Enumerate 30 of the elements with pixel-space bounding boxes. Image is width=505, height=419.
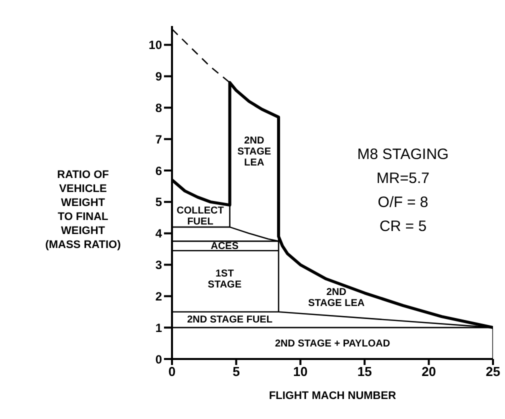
- annotation: 1ST STAGE: [208, 268, 242, 290]
- annotation: ACES: [210, 240, 239, 252]
- y-tick-label: 2: [155, 289, 162, 304]
- annotation: 2ND STAGE FUEL: [187, 314, 272, 326]
- y-tick-label: 3: [155, 258, 162, 272]
- x-tick-label: 20: [422, 364, 436, 380]
- annotation: COLLECT FUEL: [176, 205, 224, 228]
- y-tick-label: 6: [155, 164, 162, 178]
- annotation: CR = 5: [378, 217, 428, 237]
- y-tick-label: 5: [155, 195, 162, 210]
- annotation: O/F = 8: [376, 193, 430, 213]
- y-tick-label: 1: [155, 320, 162, 335]
- x-tick-label: 25: [486, 364, 500, 380]
- y-tick-label: 0: [155, 352, 162, 366]
- annotation: 2ND STAGE LEA: [308, 286, 365, 309]
- y-tick-label: 10: [148, 38, 162, 52]
- y-tick-label: 8: [155, 100, 162, 115]
- y-tick-label: 7: [155, 132, 162, 146]
- annotation: M8 STAGING: [356, 145, 450, 165]
- annotation: 2ND STAGE LEA: [237, 135, 272, 168]
- x-tick-label: 10: [293, 364, 308, 380]
- y-axis-title: RATIO OF VEHICLE WEIGHT TO FINAL WEIGHT (MASS RATIO): [44, 169, 122, 251]
- annotation: 2ND STAGE + PAYLOAD: [274, 338, 390, 349]
- y-tick-label: 4: [155, 226, 162, 241]
- x-tick-label: 0: [168, 364, 176, 380]
- annotation: MR=5.7: [376, 169, 430, 189]
- y-tick-label: 9: [155, 70, 162, 84]
- x-tick-label: 5: [232, 364, 240, 380]
- x-axis-title: FLIGHT MACH NUMBER: [268, 390, 396, 402]
- x-tick-label: 15: [357, 364, 372, 380]
